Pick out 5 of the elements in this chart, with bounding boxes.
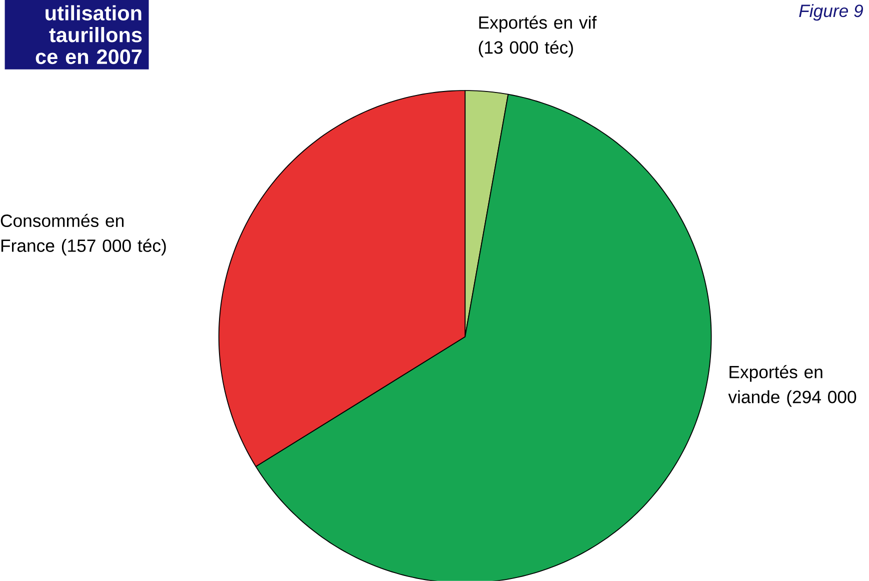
slice-label: Exportés en vif (13 000 téc) [478, 16, 597, 58]
slice-label: Exportés en viande (294 000 [728, 365, 856, 407]
caption: Figure 9 [799, 4, 863, 21]
slice-label: Consommés en France (157 000 téc) [0, 214, 166, 256]
chart-title: utilisation taurillons ce en 2007 [36, 5, 142, 64]
